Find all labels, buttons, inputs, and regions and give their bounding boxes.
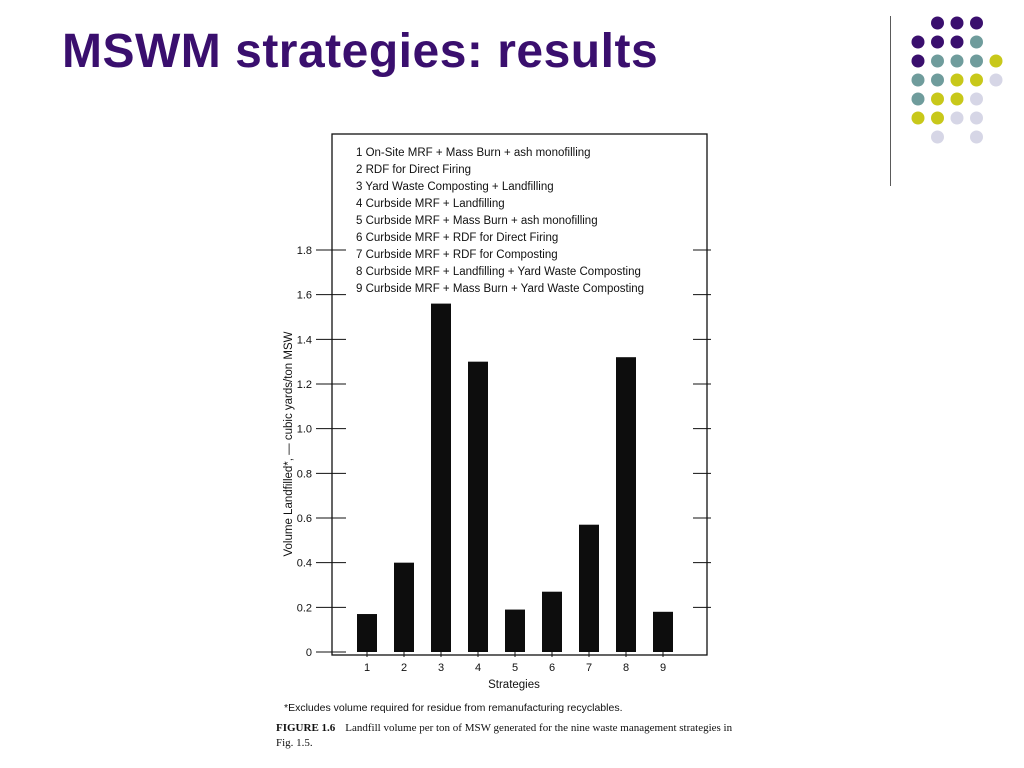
decorative-dot bbox=[970, 130, 983, 144]
bars bbox=[357, 303, 673, 652]
decorative-dot bbox=[911, 111, 925, 125]
decorative-divider bbox=[890, 16, 891, 186]
decorative-dot bbox=[970, 73, 983, 87]
decorative-dot bbox=[970, 35, 983, 49]
decorative-dot bbox=[931, 35, 944, 49]
bar-strategy-4 bbox=[468, 361, 488, 652]
x-tick-label: 9 bbox=[660, 662, 666, 674]
bar-strategy-5 bbox=[505, 609, 525, 652]
x-tick-label: 6 bbox=[549, 662, 555, 674]
y-tick-label: 0.4 bbox=[297, 558, 312, 570]
decorative-dot bbox=[931, 130, 944, 144]
chart-footnote: *Excludes volume required for residue fr… bbox=[284, 702, 623, 714]
y-tick-label: 1.4 bbox=[297, 334, 312, 346]
legend-item-7: 7 Curbside MRF + RDF for Composting bbox=[356, 249, 558, 261]
decorative-dot bbox=[989, 73, 1003, 87]
x-tick-label: 7 bbox=[586, 662, 592, 674]
x-tick-label: 3 bbox=[438, 662, 444, 674]
bar-strategy-9 bbox=[653, 611, 673, 652]
decorative-dot bbox=[931, 16, 944, 30]
bar-chart: 1 On-Site MRF + Mass Burn + ash monofill… bbox=[283, 133, 711, 691]
decorative-dot bbox=[931, 54, 944, 68]
legend-item-3: 3 Yard Waste Composting + Landfilling bbox=[356, 181, 554, 193]
decorative-dot-grid bbox=[911, 16, 1003, 144]
decorative-dot bbox=[970, 54, 983, 68]
y-tick-label: 0.6 bbox=[297, 513, 312, 525]
bar-strategy-2 bbox=[394, 562, 414, 652]
slide-title: MSWM strategies: results bbox=[62, 25, 659, 78]
decorative-dot bbox=[970, 111, 983, 125]
decorative-dot bbox=[970, 16, 983, 30]
x-axis-title: Strategies bbox=[488, 679, 540, 691]
decorative-dot bbox=[950, 16, 964, 30]
decorative-dot bbox=[950, 35, 964, 49]
decorative-dot bbox=[911, 73, 925, 87]
decorative-dot bbox=[950, 111, 964, 125]
decorative-dot bbox=[911, 35, 925, 49]
y-tick-label: 1.8 bbox=[297, 245, 312, 257]
chart-legend: 1 On-Site MRF + Mass Burn + ash monofill… bbox=[356, 147, 644, 295]
bar-strategy-6 bbox=[542, 591, 562, 652]
y-axis-title: Volume Landfilled*, — cubic yards/ton MS… bbox=[283, 331, 295, 556]
x-tick-label: 5 bbox=[512, 662, 518, 674]
legend-item-2: 2 RDF for Direct Firing bbox=[356, 164, 471, 176]
decorative-dot bbox=[911, 54, 925, 68]
y-tick-label: 0 bbox=[306, 647, 312, 659]
legend-item-4: 4 Curbside MRF + Landfilling bbox=[356, 198, 505, 210]
bar-strategy-7 bbox=[579, 524, 599, 652]
y-tick-label: 0.2 bbox=[297, 602, 312, 614]
figure-caption: FIGURE 1.6 Landfill volume per ton of MSW… bbox=[276, 721, 746, 751]
decorative-dot bbox=[950, 54, 964, 68]
x-tick-label: 2 bbox=[401, 662, 407, 674]
legend-item-1: 1 On-Site MRF + Mass Burn + ash monofill… bbox=[356, 147, 591, 159]
bar-strategy-8 bbox=[616, 357, 636, 652]
x-tick-label: 1 bbox=[364, 662, 370, 674]
legend-item-5: 5 Curbside MRF + Mass Burn + ash monofil… bbox=[356, 215, 598, 227]
figure-label: FIGURE 1.6 bbox=[276, 722, 336, 734]
decorative-dot bbox=[931, 73, 944, 87]
y-tick-label: 1.2 bbox=[297, 379, 312, 391]
decorative-dot bbox=[950, 92, 964, 106]
bar-strategy-3 bbox=[431, 303, 451, 652]
chart-frame bbox=[331, 133, 708, 656]
y-axis: 0 0.2 0.4 0.6 0.8 1.0 1.2 1.4 1.6 1.8 bbox=[297, 245, 711, 659]
x-tick-label: 8 bbox=[623, 662, 629, 674]
decorative-dot bbox=[911, 92, 925, 106]
legend-item-9: 9 Curbside MRF + Mass Burn + Yard Waste … bbox=[356, 283, 644, 295]
figure-caption-text: Landfill volume per ton of MSW generated… bbox=[276, 722, 733, 749]
y-tick-label: 1.0 bbox=[297, 424, 312, 436]
legend-item-6: 6 Curbside MRF + RDF for Direct Firing bbox=[356, 232, 558, 244]
decorative-dot bbox=[931, 92, 944, 106]
y-tick-label: 0.8 bbox=[297, 468, 312, 480]
decorative-dot bbox=[970, 92, 983, 106]
legend-item-8: 8 Curbside MRF + Landfilling + Yard Wast… bbox=[356, 266, 641, 278]
x-tick-label: 4 bbox=[475, 662, 481, 674]
decorative-dot bbox=[989, 54, 1003, 68]
decorative-dot bbox=[931, 111, 944, 125]
decorative-dot bbox=[950, 73, 964, 87]
y-tick-label: 1.6 bbox=[297, 290, 312, 302]
x-axis: 1 2 3 4 5 6 7 8 9 bbox=[364, 652, 666, 674]
bar-strategy-1 bbox=[357, 614, 377, 652]
